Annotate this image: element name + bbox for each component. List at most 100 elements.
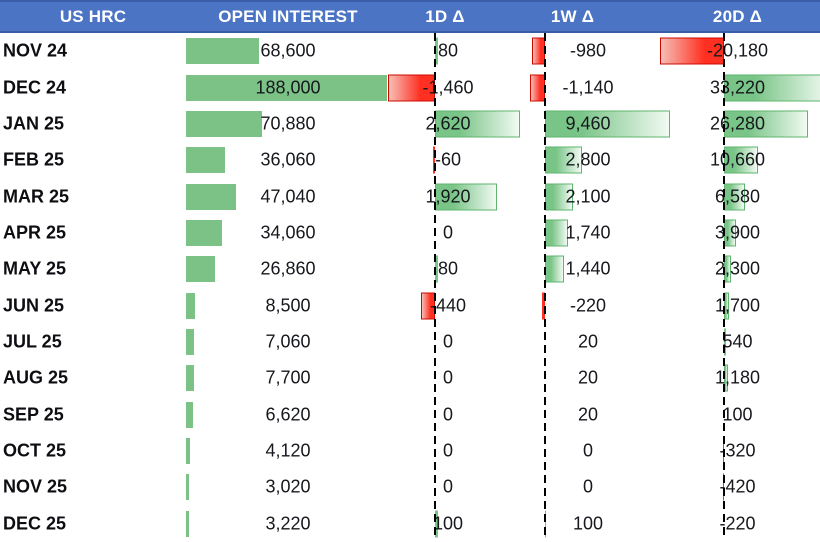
delta-20d-value: 1,700	[714, 295, 761, 316]
delta-20d-value: -20,180	[706, 40, 769, 61]
contract-month-label: SEP 25	[3, 404, 64, 425]
delta-20d-value: 26,280	[709, 113, 766, 134]
delta-20d-value: -220	[719, 513, 756, 534]
table-row: MAR 25 47,040 1,920 2,100 6,580	[0, 178, 820, 214]
open-interest-value: 47,040	[260, 186, 316, 207]
delta-20d-value: 33,220	[709, 77, 766, 98]
delta-20d-value: 2,300	[714, 258, 761, 279]
delta-1d-value: 80	[437, 258, 459, 279]
open-interest-bar	[186, 219, 222, 246]
header-us-hrc: US HRC	[59, 6, 127, 26]
table-row: OCT 25 4,120 0 0 -320	[0, 433, 820, 469]
open-interest-value: 68,600	[260, 40, 316, 61]
delta-20d-value: 6,580	[714, 186, 761, 207]
delta-1w-value: 9,460	[565, 113, 611, 134]
open-interest-value: 7,700	[265, 367, 311, 388]
delta-1d-value: 0	[442, 440, 453, 461]
delta-1d-value: -440	[429, 295, 467, 316]
contract-month-label: MAR 25	[3, 186, 70, 207]
open-interest-value: 6,620	[265, 404, 311, 425]
open-interest-bar	[186, 256, 215, 283]
delta-1d-value: 80	[437, 40, 459, 61]
header-1d-delta: 1D Δ	[425, 6, 465, 26]
delta-1w-value: 0	[582, 440, 593, 461]
delta-bar-positive	[724, 146, 759, 174]
delta-20d-value: 540	[722, 331, 753, 352]
delta-bar-positive	[545, 183, 574, 211]
delta-1w-value: -980	[569, 40, 607, 61]
contract-month-label: NOV 25	[3, 476, 68, 497]
open-interest-bar	[186, 510, 189, 537]
delta-bar-positive	[724, 74, 820, 102]
contract-month-label: JAN 25	[3, 113, 65, 134]
open-interest-value: 8,500	[265, 295, 311, 316]
contract-month-label: DEC 25	[3, 513, 67, 534]
contract-month-label: DEC 24	[3, 77, 67, 98]
delta-bar-positive	[435, 37, 439, 65]
table-row: DEC 25 3,220 100 100 -220	[0, 506, 820, 542]
zero-axis-20d	[723, 33, 726, 538]
delta-bar-positive	[545, 146, 583, 174]
open-interest-value: 70,880	[260, 113, 316, 134]
zero-axis-1d	[434, 33, 437, 538]
open-interest-value: 36,060	[260, 149, 316, 170]
delta-20d-value: 3,900	[714, 222, 761, 243]
table-row: JAN 25 70,880 2,620 9,460 26,280	[0, 106, 820, 142]
open-interest-bar	[186, 401, 193, 428]
delta-1w-value: 0	[582, 476, 593, 497]
delta-1d-value: 0	[442, 476, 453, 497]
delta-1d-value: -60	[434, 149, 461, 170]
contract-month-label: AUG 25	[3, 367, 69, 388]
open-interest-bar	[186, 74, 387, 101]
delta-1d-value: -1,460	[422, 77, 474, 98]
table-row: DEC 24 188,000 -1,460 -1,140 33,220	[0, 69, 820, 105]
contract-month-label: OCT 25	[3, 440, 67, 461]
table-row: MAY 25 26,860 80 1,440 2,300	[0, 251, 820, 287]
open-interest-value: 3,020	[265, 476, 311, 497]
open-interest-value: 4,120	[265, 440, 311, 461]
table-row: SEP 25 6,620 0 20 100	[0, 397, 820, 433]
delta-bar-positive	[724, 328, 727, 356]
open-interest-bar	[186, 110, 262, 137]
delta-20d-value: 10,660	[709, 149, 766, 170]
delta-1d-value: 0	[442, 404, 453, 425]
table-row: NOV 25 3,020 0 0 -420	[0, 469, 820, 505]
delta-1w-value: 1,740	[565, 222, 611, 243]
open-interest-value: 188,000	[255, 77, 321, 98]
table-row: APR 25 34,060 0 1,740 3,900	[0, 215, 820, 251]
delta-1w-value: 100	[572, 513, 604, 534]
header-20d-delta: 20D Δ	[712, 6, 763, 26]
delta-bar-positive	[435, 255, 439, 283]
delta-20d-value: 100	[722, 404, 753, 425]
table-row: FEB 25 36,060 -60 2,800 10,660	[0, 142, 820, 178]
contract-month-label: MAY 25	[3, 258, 67, 279]
table-row: JUL 25 7,060 0 20 540	[0, 324, 820, 360]
delta-1d-value: 0	[442, 222, 453, 243]
contract-month-label: FEB 25	[3, 149, 65, 170]
delta-1d-value: 1,920	[425, 186, 471, 207]
open-interest-value: 7,060	[265, 331, 311, 352]
delta-1d-value: 100	[432, 513, 464, 534]
zero-axis-1w	[544, 33, 547, 538]
delta-1w-value: 20	[577, 331, 599, 352]
contract-month-label: APR 25	[3, 222, 67, 243]
open-interest-bar	[186, 292, 195, 319]
table-row: AUG 25 7,700 0 20 1,180	[0, 360, 820, 396]
open-interest-bar	[186, 329, 194, 356]
contract-month-label: JUN 25	[3, 295, 65, 316]
open-interest-bar	[186, 38, 259, 65]
delta-20d-value: -320	[719, 440, 756, 461]
delta-20d-value: 1,180	[714, 367, 761, 388]
header-1w-delta: 1W Δ	[550, 6, 595, 26]
contract-month-label: NOV 24	[3, 40, 68, 61]
table-body: NOV 24 68,600 80 -980 -20,180 DEC 24 188,000 -1…	[0, 33, 820, 542]
open-interest-bar	[186, 365, 194, 392]
open-interest-value: 26,860	[260, 258, 316, 279]
delta-1d-value: 2,620	[425, 113, 471, 134]
table-row: JUN 25 8,500 -440 -220 1,700	[0, 288, 820, 324]
table-header: US HRC OPEN INTEREST 1D Δ 1W Δ 20D Δ	[0, 0, 820, 33]
delta-bar-positive	[435, 110, 521, 138]
delta-1w-value: 1,440	[565, 258, 611, 279]
delta-1w-value: -1,140	[562, 77, 614, 98]
